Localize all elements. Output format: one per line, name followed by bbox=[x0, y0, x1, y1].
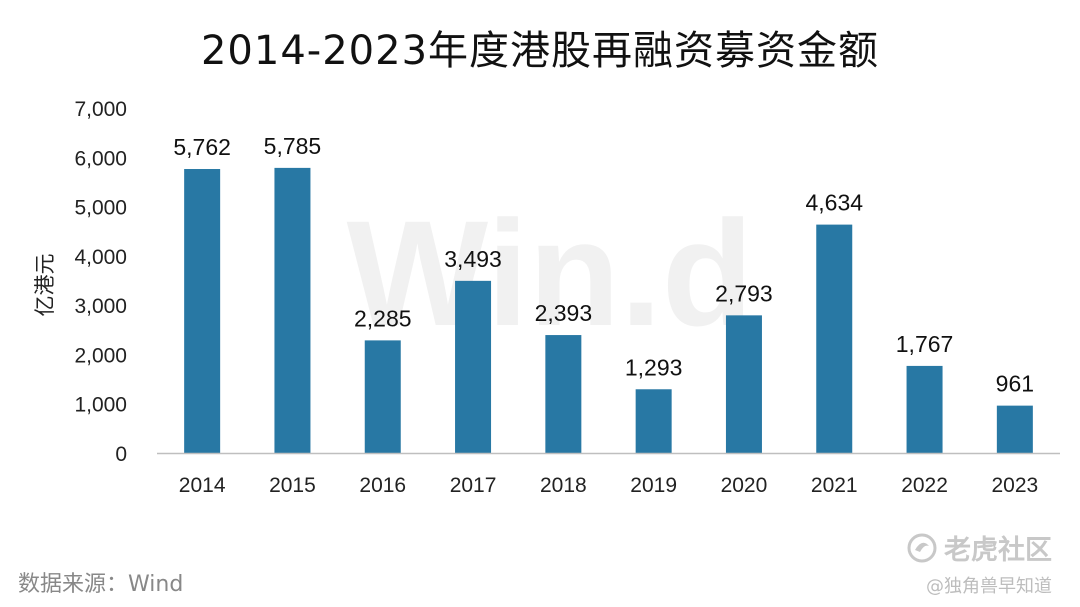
y-tick-label: 2,000 bbox=[74, 344, 127, 367]
bar-2019 bbox=[635, 389, 672, 453]
bar-2022 bbox=[906, 365, 943, 453]
y-tick-label: 3,000 bbox=[74, 295, 127, 318]
data-label-2022: 1,767 bbox=[896, 331, 954, 357]
data-label-2016: 2,285 bbox=[354, 305, 412, 331]
y-axis-title: 亿港元 bbox=[33, 254, 57, 317]
bar-2021 bbox=[816, 224, 853, 453]
source-note: 数据来源：Wind bbox=[18, 572, 184, 597]
data-label-2014: 5,762 bbox=[173, 134, 231, 160]
data-label-2019: 1,293 bbox=[625, 354, 683, 380]
x-tick-label: 2019 bbox=[630, 474, 677, 497]
data-label-2015: 5,785 bbox=[264, 133, 322, 159]
bars bbox=[184, 167, 1033, 453]
brand-logo: 老虎社区 bbox=[906, 528, 1052, 567]
x-tick-label: 2021 bbox=[811, 474, 858, 497]
data-label-2017: 3,493 bbox=[444, 246, 502, 272]
data-labels: 5,762 5,785 2,285 3,493 2,393 1,293 2,793 4,634… bbox=[173, 133, 1034, 397]
x-tick-label: 2016 bbox=[359, 474, 406, 497]
y-axis-title-group: 亿港元 bbox=[33, 254, 57, 317]
data-label-2021: 4,634 bbox=[805, 190, 863, 216]
x-tick-label: 2022 bbox=[901, 474, 948, 497]
y-tick-label: 7,000 bbox=[74, 98, 127, 121]
tiger-swirl-icon bbox=[906, 532, 938, 564]
y-tick-label: 6,000 bbox=[74, 147, 127, 170]
y-tick-label: 5,000 bbox=[74, 197, 127, 220]
data-label-2023: 961 bbox=[996, 371, 1034, 397]
bar-2014 bbox=[184, 169, 221, 453]
x-axis-ticks: 2014 2015 2016 2017 2018 2019 2020 2021 2022 2023 bbox=[179, 474, 1038, 497]
x-tick-label: 2015 bbox=[269, 474, 316, 497]
x-tick-label: 2017 bbox=[450, 474, 497, 497]
watermark: Win.d bbox=[347, 189, 754, 357]
brand-logo-text: 老虎社区 bbox=[944, 535, 1052, 566]
bar-2016 bbox=[364, 340, 401, 453]
bar-2018 bbox=[545, 335, 582, 453]
y-tick-label: 4,000 bbox=[74, 246, 127, 269]
brand-handle: @独角兽早知道 bbox=[926, 576, 1052, 597]
bar-2020 bbox=[725, 315, 762, 453]
x-tick-label: 2018 bbox=[540, 474, 587, 497]
x-tick-label: 2020 bbox=[721, 474, 768, 497]
data-label-2018: 2,393 bbox=[535, 300, 593, 326]
bar-2023 bbox=[996, 405, 1033, 453]
bar-2017 bbox=[455, 280, 492, 453]
data-label-2020: 2,793 bbox=[715, 280, 773, 306]
y-tick-label: 1,000 bbox=[74, 394, 127, 417]
y-tick-label: 0 bbox=[115, 443, 127, 466]
x-tick-label: 2023 bbox=[991, 474, 1038, 497]
y-axis-ticks: 0 1,000 2,000 3,000 4,000 5,000 6,000 7,000 bbox=[74, 98, 127, 466]
bar-2015 bbox=[274, 167, 311, 453]
chart-title: 2014-2023年度港股再融资募资金额 bbox=[200, 28, 880, 74]
x-tick-label: 2014 bbox=[179, 474, 226, 497]
